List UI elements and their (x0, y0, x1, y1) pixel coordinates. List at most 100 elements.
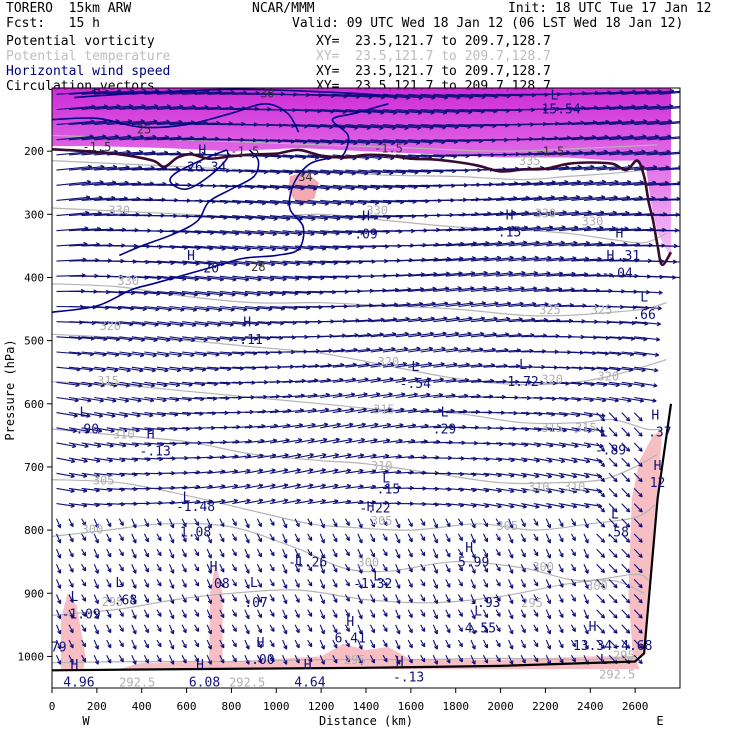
circulation-vector (596, 518, 606, 528)
circulation-vector (307, 437, 328, 444)
y-tick-label: 900 (24, 587, 44, 600)
circulation-vector (545, 563, 552, 574)
circulation-vector (56, 457, 76, 464)
circulation-vector (596, 639, 606, 649)
circulation-vector (571, 487, 590, 494)
legend-xy-wind: XY= 23.5,121.7 to 209.7,128.7 (316, 64, 551, 79)
center-value-label: -1.09 (62, 608, 101, 623)
low-center-marker: L (373, 570, 381, 585)
center-value-label: 5.99 (458, 556, 489, 571)
circulation-vector (533, 472, 553, 479)
circulation-vector (483, 503, 502, 509)
circulation-vector (646, 105, 680, 111)
circulation-vector (508, 563, 514, 574)
circulation-vector (382, 407, 405, 414)
circulation-vector (320, 468, 339, 474)
circulation-vector (520, 654, 526, 664)
circulation-vector (307, 563, 313, 572)
y-tick-label: 1000 (18, 650, 45, 663)
circulation-vector (55, 533, 62, 544)
circulation-vector (596, 488, 606, 498)
circulation-vector (558, 639, 564, 649)
circulation-vector (118, 594, 124, 602)
circulation-vector (483, 639, 489, 649)
circulation-vector (332, 407, 355, 414)
circulation-vector (206, 594, 212, 605)
high-center-marker: H (187, 249, 195, 264)
circulation-vector (93, 594, 99, 605)
circulation-vector (219, 594, 225, 603)
circulation-vector (231, 548, 237, 557)
circulation-vector (319, 654, 325, 665)
circulation-vector (257, 453, 277, 459)
low-center-marker: L (411, 360, 419, 375)
circulation-vector (470, 563, 476, 574)
circulation-vector (621, 457, 631, 468)
circulation-vector (570, 548, 576, 557)
circulation-vector (621, 548, 631, 559)
circulation-vector (508, 548, 514, 559)
y-tick-label: 200 (24, 145, 44, 158)
circulation-vector (232, 498, 251, 505)
circulation-vector (344, 654, 350, 663)
circulation-vector (68, 442, 89, 449)
circulation-vector (483, 548, 489, 558)
circulation-vector (282, 609, 288, 620)
circulation-vector (106, 518, 112, 528)
circulation-vector (282, 498, 301, 505)
circulation-vector (357, 438, 378, 444)
circulation-vector (282, 579, 288, 589)
circulation-vector (621, 488, 631, 498)
circulation-vector (545, 609, 552, 620)
circulation-vector (407, 533, 413, 543)
circulation-vector (420, 579, 426, 587)
circulation-vector (68, 472, 88, 478)
circulation-vector (332, 624, 338, 634)
contour-label: -1.5 (374, 141, 403, 155)
circulation-vector (608, 563, 618, 574)
circulation-vector (570, 563, 576, 572)
circulation-vector (219, 609, 225, 619)
circulation-vector (596, 442, 606, 452)
isentrope-320 (52, 333, 667, 386)
circulation-vector (546, 472, 565, 479)
circulation-vector (118, 654, 124, 663)
circulation-vector (608, 548, 618, 559)
circulation-vector (570, 579, 576, 587)
contour-label: 295 (521, 596, 543, 610)
x-tick-label: 200 (87, 700, 107, 713)
contour-label: 325 (591, 303, 613, 317)
circulation-vector (181, 548, 187, 558)
circulation-vector (457, 594, 463, 602)
forecast-hour: Fcst: 15 h (6, 16, 100, 31)
circulation-vector (257, 498, 276, 505)
pv-top-fill (52, 88, 671, 259)
circulation-vector (282, 654, 288, 665)
contour-label: 320 (378, 355, 400, 369)
circulation-vector (483, 563, 489, 573)
circulation-vector (470, 533, 476, 544)
circulation-vector (596, 503, 606, 513)
contour-label: 330 (117, 274, 139, 288)
circulation-vector (432, 624, 438, 635)
circulation-vector (320, 422, 341, 429)
x-tick-label: 1800 (442, 700, 469, 713)
circulation-vector (634, 351, 660, 358)
circulation-vector (445, 594, 451, 603)
circulation-vector (295, 498, 314, 505)
circulation-vector (483, 609, 489, 619)
circulation-vector (56, 427, 78, 434)
circulation-vector (294, 654, 300, 664)
circulation-vector (608, 624, 618, 634)
circulation-vector (634, 366, 659, 373)
circulation-vector (634, 381, 658, 388)
circulation-vector (382, 609, 388, 617)
x-tick-label: 1400 (353, 700, 380, 713)
circulation-vector (194, 594, 200, 602)
circulation-vector (608, 609, 618, 619)
contour-label: 34 (298, 170, 312, 184)
circulation-vector (194, 609, 200, 617)
circulation-vector (370, 392, 393, 399)
circulation-vector (269, 594, 275, 602)
